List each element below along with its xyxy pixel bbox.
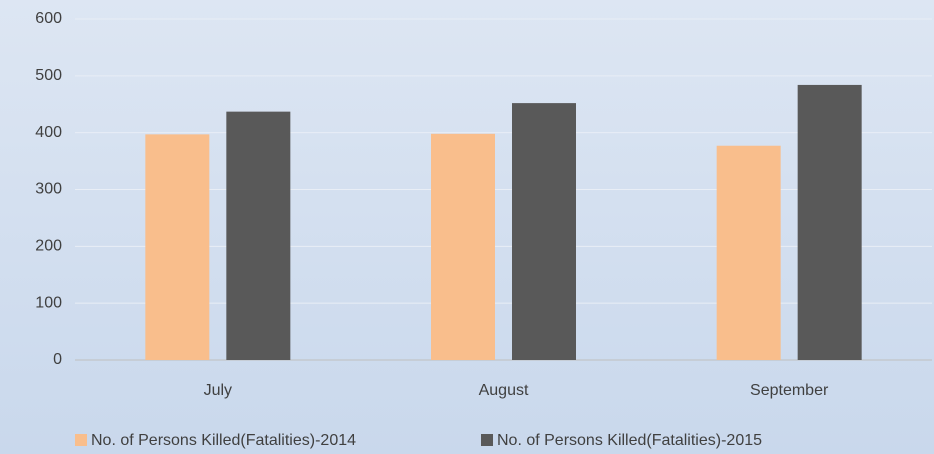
x-tick-label: August [479, 382, 529, 399]
bar [797, 84, 862, 360]
bar [226, 111, 291, 360]
y-tick-label: 500 [35, 67, 62, 84]
bar [716, 145, 781, 360]
legend-swatch [481, 434, 493, 446]
y-tick-label: 300 [35, 181, 62, 198]
y-tick-label: 100 [35, 294, 62, 311]
y-tick-label: 600 [35, 10, 62, 27]
bar [145, 134, 210, 360]
y-tick-label: 400 [35, 124, 62, 141]
legend-label: No. of Persons Killed(Fatalities)-2015 [497, 432, 762, 449]
bar [431, 133, 495, 360]
y-tick-label: 200 [35, 238, 62, 255]
x-tick-label: September [750, 382, 829, 399]
bar [512, 103, 576, 360]
legend-label: No. of Persons Killed(Fatalities)-2014 [91, 432, 356, 449]
y-tick-label: 0 [53, 351, 62, 368]
x-tick-label: July [204, 382, 232, 399]
legend-swatch [75, 434, 87, 446]
